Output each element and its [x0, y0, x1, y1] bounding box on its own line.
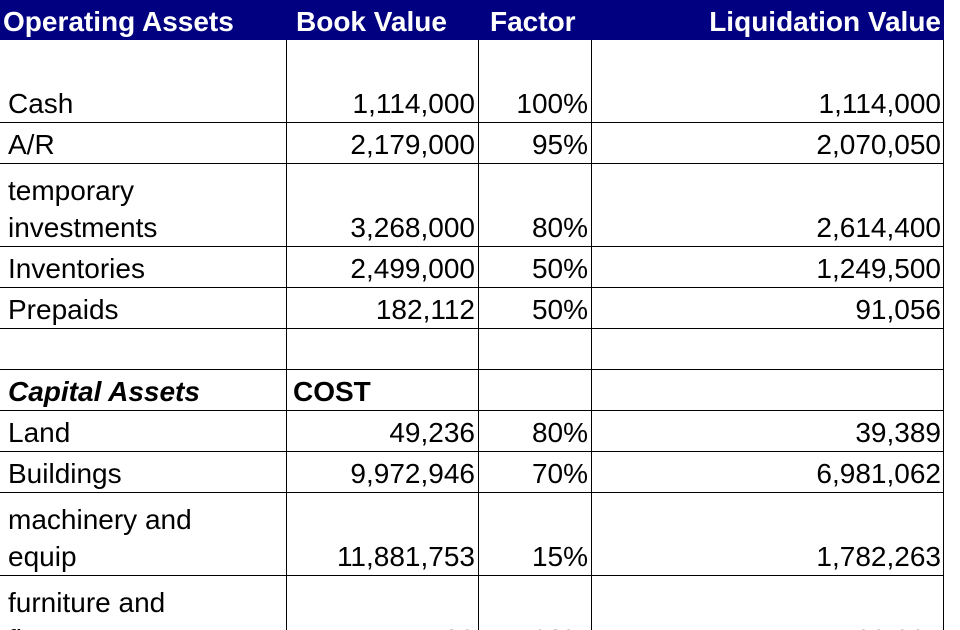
cell-book-value[interactable]: 2,499,000: [286, 247, 478, 287]
cell-factor[interactable]: 15%: [478, 493, 591, 575]
cell-liquidation-value[interactable]: 6,981,062: [591, 452, 944, 492]
cell-label[interactable]: Inventories: [8, 253, 145, 284]
cell-label[interactable]: furniture and fixtures: [8, 587, 166, 630]
table-row: Land 49,236 80% 39,389: [0, 411, 944, 452]
table-row: machinery and equip 11,881,753 15% 1,782…: [0, 493, 944, 576]
table-row: Prepaids 182,112 50% 91,056: [0, 288, 944, 329]
cell-factor[interactable]: 70%: [478, 452, 591, 492]
cell-liquidation-value[interactable]: 1,249,500: [591, 247, 944, 287]
cost-label[interactable]: COST: [286, 370, 478, 410]
header-operating-assets: Operating Assets: [3, 6, 234, 37]
table-row: Buildings 9,972,946 70% 6,981,062: [0, 452, 944, 493]
cell-label[interactable]: Prepaids: [8, 294, 119, 325]
cell-factor[interactable]: 20%: [478, 576, 591, 630]
cell-book-value[interactable]: 3,268,000: [286, 164, 478, 246]
cell-liquidation-value[interactable]: 91,056: [591, 288, 944, 328]
cell-factor[interactable]: 80%: [478, 411, 591, 451]
cell-factor[interactable]: 50%: [478, 247, 591, 287]
header-book-value: Book Value: [296, 6, 447, 37]
cell-book-value[interactable]: 9,972,946: [286, 452, 478, 492]
cell-book-value[interactable]: 1,114,000: [286, 40, 478, 122]
cell-label[interactable]: Cash: [8, 88, 74, 119]
cell-label[interactable]: temporary investments: [8, 175, 158, 243]
cell-liquidation-value[interactable]: [591, 370, 944, 410]
cell-factor[interactable]: 50%: [478, 288, 591, 328]
header-factor: Factor: [490, 6, 576, 37]
table-row-blank: [0, 329, 944, 370]
section-header-row: Capital Assets COST: [0, 370, 944, 411]
table-row: Inventories 2,499,000 50% 1,249,500: [0, 247, 944, 288]
cell-label[interactable]: Land: [8, 417, 71, 448]
cell-book-value[interactable]: 111,183: [286, 576, 478, 630]
header-row: Operating Assets Book Value Factor Liqui…: [0, 0, 944, 40]
cell-book-value[interactable]: [286, 329, 478, 369]
cell-liquidation-value[interactable]: [591, 329, 944, 369]
cell-label[interactable]: machinery and equip: [8, 504, 192, 572]
cell-book-value[interactable]: 11,881,753: [286, 493, 478, 575]
cell-book-value[interactable]: 182,112: [286, 288, 478, 328]
table-row: temporary investments 3,268,000 80% 2,61…: [0, 164, 944, 247]
table-row: A/R 2,179,000 95% 2,070,050: [0, 123, 944, 164]
cell-liquidation-value[interactable]: 1,114,000: [591, 40, 944, 122]
cell-liquidation-value[interactable]: 39,389: [591, 411, 944, 451]
capital-assets-label[interactable]: Capital Assets: [8, 376, 200, 407]
header-liquidation-value: Liquidation Value: [709, 6, 941, 37]
cell-factor[interactable]: 95%: [478, 123, 591, 163]
cell-label[interactable]: A/R: [8, 129, 55, 160]
cell-label[interactable]: [0, 329, 286, 369]
cell-book-value[interactable]: 2,179,000: [286, 123, 478, 163]
cell-liquidation-value[interactable]: 1,782,263: [591, 493, 944, 575]
cell-label[interactable]: Buildings: [8, 458, 122, 489]
cell-book-value[interactable]: 49,236: [286, 411, 478, 451]
table-row: furniture and fixtures 111,183 20% 22,23…: [0, 576, 944, 630]
cell-liquidation-value[interactable]: 2,070,050: [591, 123, 944, 163]
cell-liquidation-value[interactable]: 22,237: [591, 576, 944, 630]
table-row: Cash 1,114,000 100% 1,114,000: [0, 40, 944, 123]
cell-factor[interactable]: [478, 370, 591, 410]
cell-factor[interactable]: [478, 329, 591, 369]
cell-factor[interactable]: 100%: [478, 40, 591, 122]
cell-factor[interactable]: 80%: [478, 164, 591, 246]
cell-liquidation-value[interactable]: 2,614,400: [591, 164, 944, 246]
